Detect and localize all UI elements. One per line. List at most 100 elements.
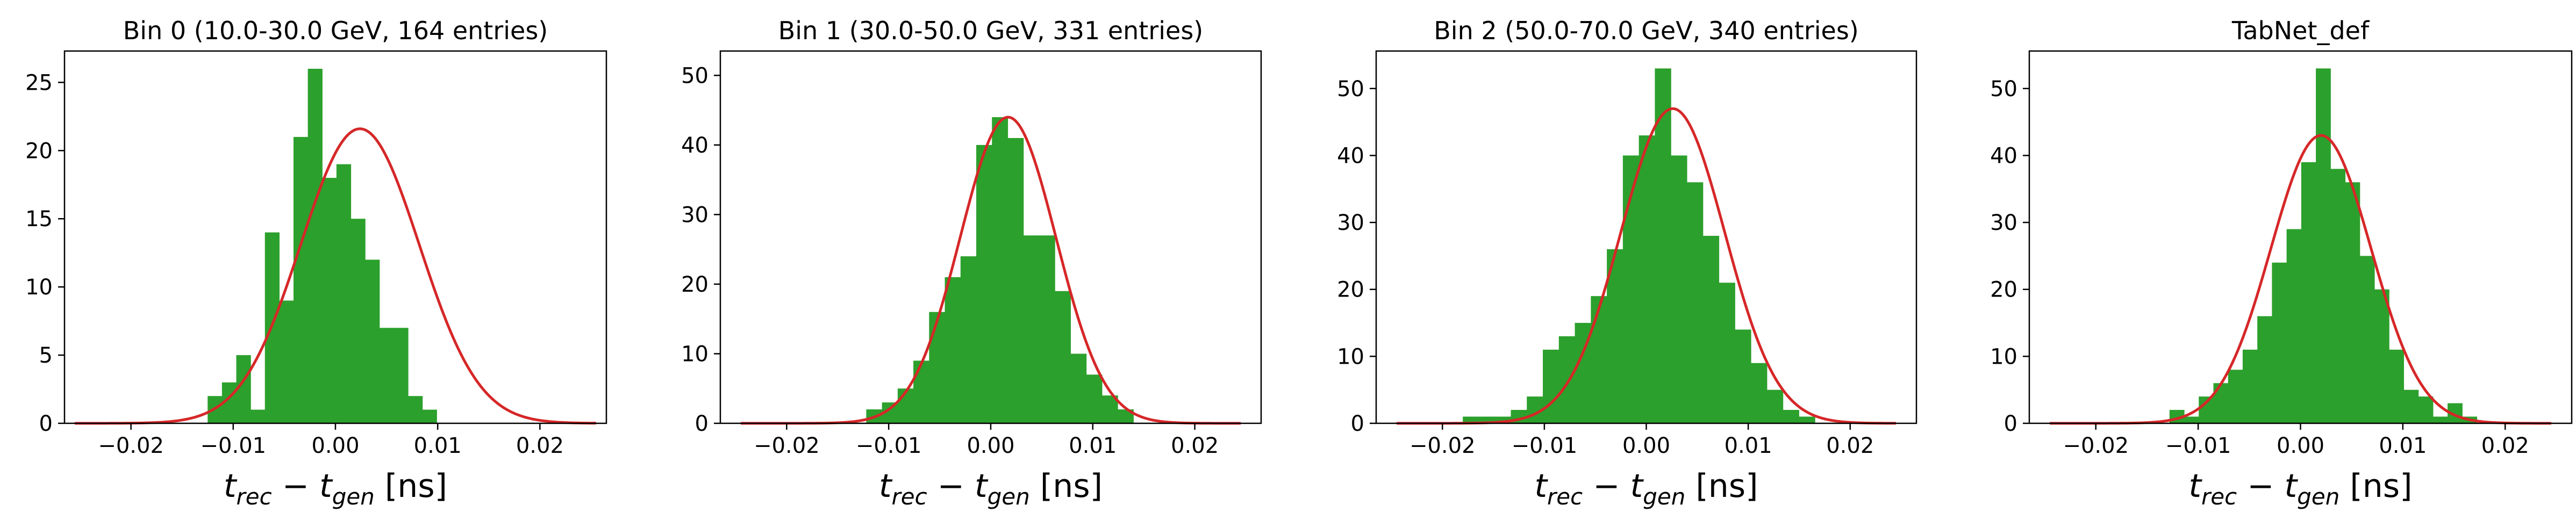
histogram-bar	[1055, 291, 1071, 423]
histogram-bar	[294, 136, 309, 424]
histogram-bar	[1719, 283, 1735, 423]
y-tick-label: 50	[1990, 77, 2017, 102]
panels: −0.02 −0.01 0.00 0.01 0.02 0 5 10 15 20 25 Bin 0 (1…	[25, 16, 2573, 510]
x-tick-label: −0.02	[754, 434, 820, 458]
histogram-bar	[1702, 236, 1720, 423]
histogram-bar	[897, 388, 914, 423]
y-tick-label: 40	[681, 133, 709, 158]
histogram-bar	[279, 300, 294, 423]
histogram-bar	[2242, 349, 2258, 423]
histogram-bar	[350, 219, 366, 423]
histogram-bar	[2286, 229, 2302, 423]
histogram-bar	[236, 355, 251, 423]
x-tick-label: 0.02	[1826, 434, 1874, 458]
x-tick-label: −0.02	[98, 434, 164, 458]
histogram-bar	[2213, 383, 2229, 423]
y-tick-label: 40	[1990, 143, 2017, 168]
chart-title: Bin 1 (30.0-50.0 GeV, 331 entries)	[778, 16, 1204, 45]
histogram-bar	[1671, 155, 1687, 423]
histogram-bar	[913, 360, 929, 423]
histogram-bar	[2403, 389, 2419, 423]
chart-panel-1: −0.02 −0.01 0.00 0.01 0.02 0 10 20 30 40 50 Bin 1 (…	[681, 16, 1262, 510]
chart-title: Bin 0 (10.0-30.0 GeV, 164 entries)	[123, 16, 548, 45]
x-axis-label: trec − tgen [ns]	[2189, 467, 2413, 510]
x-axis-label: trec − tgen [ns]	[879, 467, 1103, 510]
histogram-bar	[1007, 138, 1024, 423]
histogram-bar	[929, 312, 946, 423]
histogram-bar	[2418, 396, 2434, 423]
histogram-bars	[207, 69, 437, 424]
x-tick-label: −0.02	[1409, 434, 1476, 458]
chart-panel-3: −0.02 −0.01 0.00 0.01 0.02 0 10 20 30 40 50 TabNet_…	[1990, 16, 2573, 510]
histogram-bars	[2169, 68, 2478, 423]
y-tick-label: 40	[1337, 143, 1364, 168]
histogram-bar	[960, 256, 977, 423]
histogram-bars	[866, 117, 1134, 423]
y-tick-label: 5	[39, 343, 53, 368]
x-tick-label: −0.01	[1512, 434, 1578, 458]
y-tick-label: 30	[1337, 211, 1364, 235]
x-tick-label: 0.02	[1171, 434, 1219, 458]
y-tick-label: 0	[39, 411, 53, 436]
y-tick-label: 20	[681, 272, 709, 297]
x-axis-label: trec − tgen [ns]	[1535, 467, 1758, 510]
histogram-bar	[322, 178, 337, 423]
histogram-bar	[1023, 235, 1040, 423]
y-tick-label: 10	[681, 342, 709, 366]
y-tick-label: 20	[1337, 278, 1364, 302]
y-tick-label: 15	[25, 207, 53, 232]
y-tick-label: 10	[1990, 344, 2017, 369]
histogram-bar	[1543, 349, 1559, 423]
histogram-bar	[1655, 68, 1671, 423]
y-tick-label: 20	[1990, 278, 2017, 302]
x-tick-label: −0.01	[201, 434, 267, 458]
histogram-bar	[976, 145, 992, 423]
histogram-bar	[251, 409, 266, 423]
x-tick-label: −0.01	[2165, 434, 2231, 458]
histogram-bar	[1766, 389, 1784, 423]
histogram-bar	[2359, 256, 2375, 423]
histogram-bar	[1463, 416, 1479, 423]
histogram-bar	[408, 396, 423, 423]
chart-panel-2: −0.02 −0.01 0.00 0.01 0.02 0 10 20 30 40 50 Bin 2 (…	[1337, 16, 1917, 510]
x-tick-label: 0.01	[1725, 434, 1772, 458]
histogram-bar	[992, 117, 1008, 423]
x-tick-label: −0.02	[2063, 434, 2129, 458]
histogram-bar	[1735, 329, 1751, 423]
histogram-bar	[1686, 182, 1704, 423]
x-tick-label: 0.00	[967, 434, 1014, 458]
chart-panel-0: −0.02 −0.01 0.00 0.01 0.02 0 5 10 15 20 25 Bin 0 (1…	[25, 16, 607, 510]
x-tick-label: 0.01	[414, 434, 462, 458]
y-tick-label: 10	[1337, 344, 1364, 369]
histogram-bar	[393, 328, 409, 423]
histogram-bar	[1558, 336, 1576, 423]
x-tick-label: 0.00	[1622, 434, 1670, 458]
histogram-bars	[1463, 68, 1815, 424]
histogram-bar	[1070, 353, 1087, 423]
y-tick-label: 10	[25, 275, 53, 300]
histogram-bar	[379, 328, 395, 423]
y-tick-label: 0	[2004, 411, 2017, 436]
histogram-bar	[1591, 296, 1607, 423]
histogram-bar	[2184, 416, 2199, 423]
x-tick-label: 0.00	[311, 434, 359, 458]
y-tick-label: 30	[681, 203, 709, 227]
y-tick-label: 50	[1337, 77, 1364, 102]
histogram-bar	[1751, 363, 1768, 423]
histogram-bar	[1607, 249, 1623, 423]
histogram-bar	[2316, 68, 2331, 423]
histogram-bar	[2345, 182, 2360, 423]
histogram-bar	[1783, 410, 1799, 423]
y-tick-label: 0	[695, 411, 709, 436]
x-tick-label: −0.01	[856, 434, 922, 458]
x-tick-label: 0.00	[2277, 434, 2324, 458]
histogram-bar	[1799, 416, 1815, 423]
x-tick-label: 0.02	[516, 434, 564, 458]
histogram-bar	[2389, 349, 2404, 423]
gaussian-fit-line	[75, 127, 596, 425]
x-tick-label: 0.02	[2481, 434, 2529, 458]
y-tick-label: 30	[1990, 211, 2017, 235]
histogram-bar	[422, 409, 437, 423]
histogram-bar	[1086, 374, 1103, 423]
